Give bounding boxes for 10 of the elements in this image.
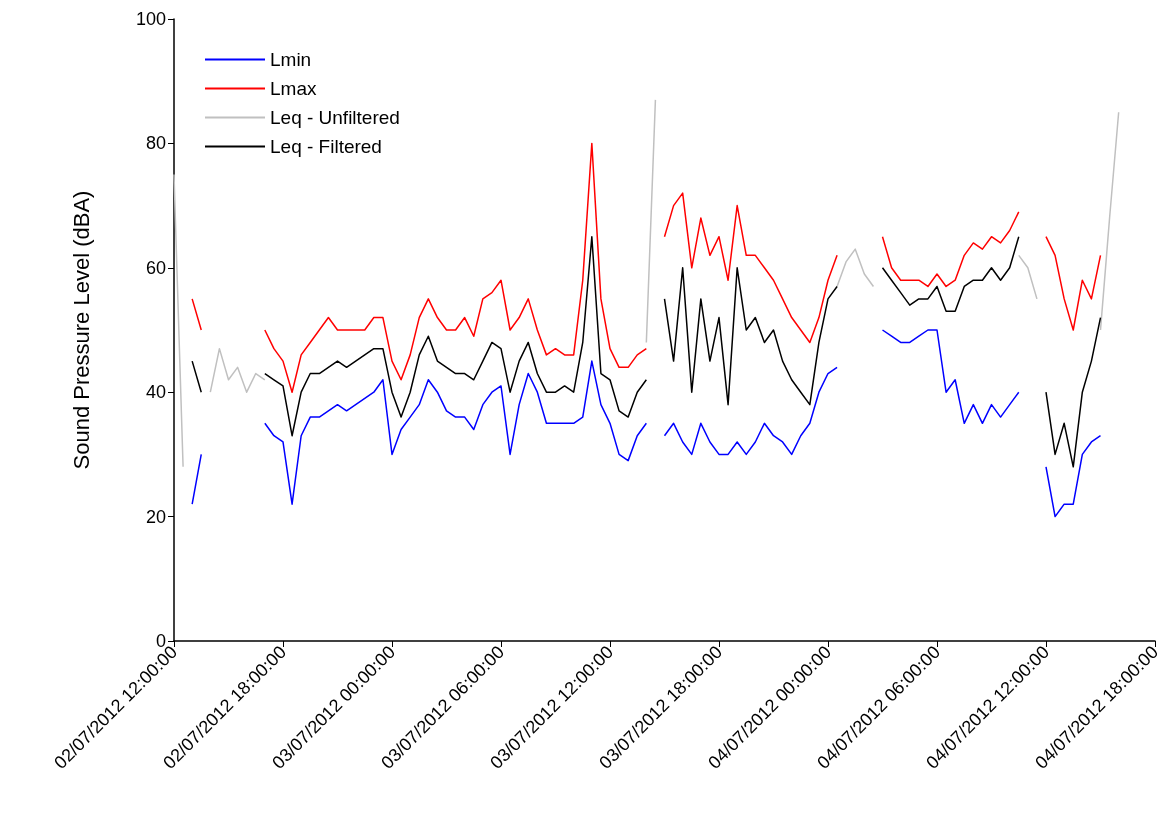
y-tick-label: 60: [145, 257, 166, 278]
legend-label: Leq - Filtered: [270, 136, 382, 157]
y-tick-label: 20: [145, 506, 166, 527]
legend-label: Leq - Unfiltered: [270, 107, 400, 128]
y-axis-title: Sound Pressure Level (dBA): [68, 190, 94, 470]
legend-label: Lmax: [270, 78, 317, 99]
legend-label: Lmin: [270, 49, 312, 70]
y-tick-label: 80: [145, 133, 166, 154]
y-tick-label: 40: [145, 382, 166, 403]
y-tick-label: 100: [135, 9, 166, 29]
